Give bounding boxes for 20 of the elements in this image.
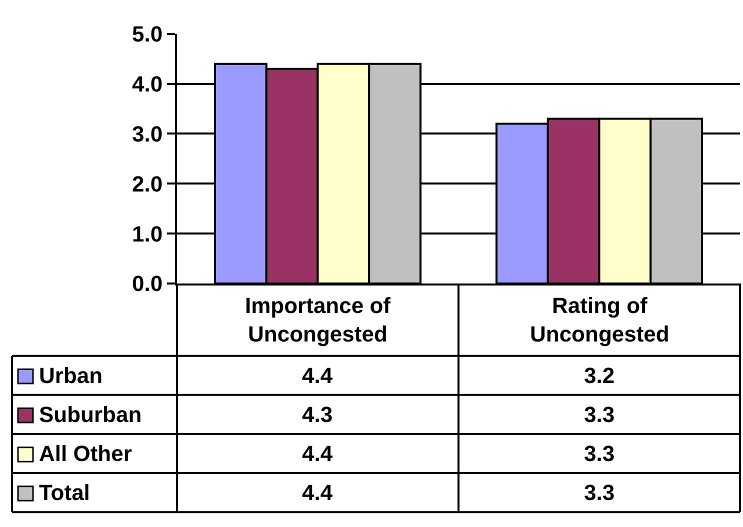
y-tick-label: 0.0	[132, 271, 163, 296]
x-tick-label: Rating of Uncongested	[530, 293, 670, 347]
data-label: 3.3	[584, 441, 615, 466]
data-label: 4.3	[302, 402, 333, 427]
y-tick-label: 3.0	[132, 121, 163, 146]
data-label: 3.2	[584, 363, 615, 388]
data-label: 4.4	[302, 480, 334, 505]
y-tick-label: 4.0	[132, 72, 163, 97]
legend-label: Total	[39, 480, 90, 505]
y-tick-label: 2.0	[132, 171, 163, 196]
legend-label: Suburban	[39, 402, 142, 427]
legend-label: All Other	[39, 441, 132, 466]
legend-label: Urban	[39, 363, 103, 388]
y-tick-label: 5.0	[132, 22, 163, 47]
x-tick-label: Importance of Uncongested	[245, 293, 392, 347]
y-tick-label: 1.0	[132, 221, 163, 246]
data-label: 3.3	[584, 402, 615, 427]
data-label: 4.4	[302, 441, 334, 466]
data-label: 4.4	[302, 363, 334, 388]
data-label: 3.3	[584, 480, 615, 505]
